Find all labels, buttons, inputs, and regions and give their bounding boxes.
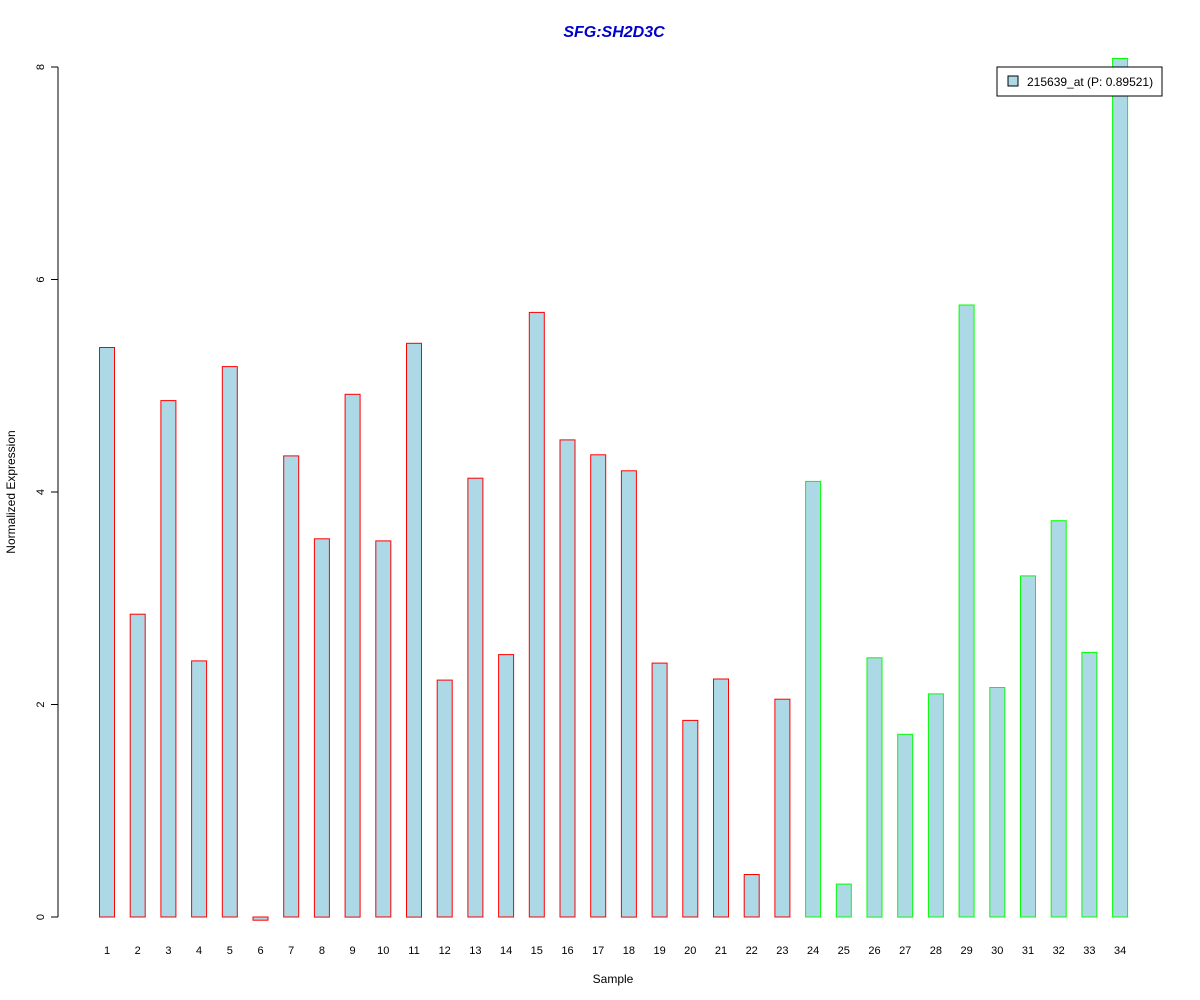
bar-sample-33 — [1081, 651, 1098, 918]
x-tick-labels: 1 2 3 4 5 6 7 8 9 10 11 12 13 14 15 16 17 18 19 20 21 22 23 24 2… — [104, 945, 1126, 957]
x-tick-label: 18 — [623, 945, 635, 957]
bar-sample-1 — [99, 347, 115, 918]
y-tick-label: 8 — [35, 64, 47, 70]
bar-sample-7 — [283, 455, 300, 918]
x-tick-label: 7 — [288, 945, 294, 957]
x-tick-label: 29 — [960, 945, 972, 957]
x-tick-label: 20 — [684, 945, 696, 957]
x-axis-title: Sample — [593, 972, 634, 986]
bar-sample-23 — [774, 698, 791, 918]
x-tick-label: 21 — [715, 945, 727, 957]
bar-sample-13 — [467, 477, 484, 918]
x-tick-label: 25 — [838, 945, 850, 957]
bar-sample-16 — [559, 439, 576, 918]
bar-sample-10 — [375, 540, 392, 918]
bar-sample-15 — [528, 311, 545, 918]
x-tick-label: 12 — [439, 945, 451, 957]
x-tick-label: 4 — [196, 945, 202, 957]
bar-sample-18 — [620, 470, 637, 918]
x-tick-label: 32 — [1053, 945, 1065, 957]
bar-sample-32 — [1050, 520, 1067, 918]
x-tick-label: 6 — [257, 945, 263, 957]
bar-sample-4 — [191, 660, 208, 918]
bar-sample-31 — [1020, 575, 1036, 918]
bar-sample-12 — [436, 679, 453, 918]
y-tick-label: 6 — [35, 276, 47, 282]
bar-sample-25 — [835, 883, 852, 918]
x-tick-label: 24 — [807, 945, 819, 957]
x-tick-label: 28 — [930, 945, 942, 957]
x-tick-label: 15 — [531, 945, 543, 957]
bar-sample-11 — [406, 342, 422, 918]
bar-sample-19 — [651, 662, 668, 918]
x-tick-label: 16 — [561, 945, 573, 957]
x-tick-label: 22 — [746, 945, 758, 957]
bar-sample-22 — [743, 874, 760, 918]
bar-sample-3 — [160, 400, 177, 918]
y-tick-label: 2 — [35, 701, 47, 707]
x-tick-label: 33 — [1083, 945, 1095, 957]
y-axis: 0 2 4 6 8 — [35, 64, 59, 920]
bar-sample-2 — [129, 613, 146, 918]
bar-sample-26 — [866, 657, 883, 918]
y-tick-label: 0 — [35, 914, 47, 920]
legend-label: 215639_at (P: 0.89521) — [1027, 75, 1153, 89]
bar-sample-21 — [713, 678, 729, 918]
chart-title: SFG:SH2D3C — [563, 24, 665, 41]
x-tick-label: 2 — [135, 945, 141, 957]
legend: 215639_at (P: 0.89521) — [996, 66, 1163, 97]
x-tick-label: 10 — [377, 945, 389, 957]
x-tick-label: 26 — [868, 945, 880, 957]
x-tick-label: 19 — [653, 945, 665, 957]
bar-sample-34 — [1112, 58, 1129, 918]
bar-sample-28 — [927, 693, 944, 918]
y-tick-label: 4 — [35, 489, 47, 495]
x-tick-label: 34 — [1114, 945, 1126, 957]
bar-sample-6 — [252, 916, 269, 921]
x-tick-label: 1 — [104, 945, 110, 957]
bar-sample-14 — [498, 654, 515, 918]
x-tick-label: 17 — [592, 945, 604, 957]
x-tick-label: 3 — [165, 945, 171, 957]
bar-sample-30 — [989, 687, 1006, 918]
x-tick-label: 14 — [500, 945, 512, 957]
x-tick-label: 31 — [1022, 945, 1034, 957]
x-tick-label: 5 — [227, 945, 233, 957]
bar-sample-29 — [958, 304, 975, 918]
x-tick-label: 23 — [776, 945, 788, 957]
legend-swatch — [1007, 75, 1019, 87]
bars-group — [99, 58, 1129, 921]
x-tick-label: 8 — [319, 945, 325, 957]
y-axis-title: Normalized Expression — [4, 430, 18, 553]
bar-sample-5 — [221, 366, 238, 918]
bar-sample-20 — [682, 719, 699, 918]
bar-sample-9 — [344, 393, 361, 918]
bar-sample-17 — [590, 454, 607, 918]
bar-sample-27 — [897, 733, 914, 918]
x-tick-label: 9 — [350, 945, 356, 957]
x-tick-label: 11 — [408, 945, 419, 957]
bar-sample-24 — [805, 480, 822, 918]
x-tick-label: 27 — [899, 945, 911, 957]
x-tick-label: 30 — [991, 945, 1003, 957]
bar-sample-8 — [313, 538, 330, 918]
x-tick-label: 13 — [469, 945, 481, 957]
legend-box — [996, 66, 1163, 97]
